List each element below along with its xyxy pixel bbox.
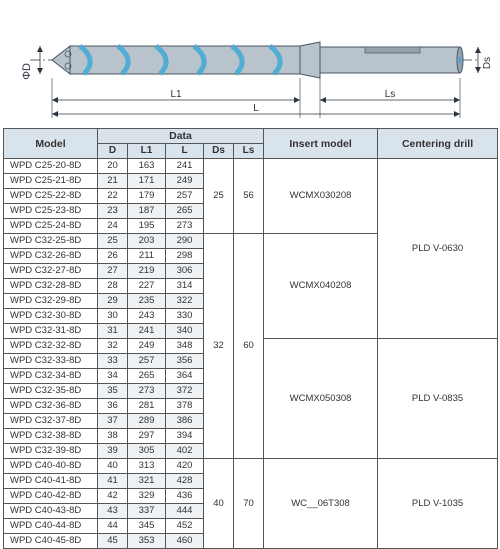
hdr-L1: L1: [128, 144, 166, 159]
svg-text:Ls: Ls: [385, 89, 396, 100]
hdr-Ds: Ds: [204, 144, 234, 159]
hdr-data: Data: [98, 129, 264, 144]
table-row: WPD C40-40-8D403134204070WC__06T308PLD V…: [4, 459, 498, 474]
svg-text:L: L: [253, 103, 259, 114]
table-row: WPD C25-20-8D201632412556WCMX030208PLD V…: [4, 159, 498, 174]
hdr-model: Model: [4, 129, 98, 159]
hdr-Ls: Ls: [234, 144, 264, 159]
hdr-L: L: [166, 144, 204, 159]
hdr-insert: Insert model: [264, 129, 378, 159]
svg-text:L1: L1: [170, 89, 182, 100]
svg-text:ΦD: ΦD: [21, 63, 33, 80]
spec-table: Model Data Insert model Centering drill …: [3, 128, 498, 549]
svg-text:Ds: Ds: [482, 57, 493, 69]
hdr-center: Centering drill: [378, 129, 498, 159]
drill-diagram: ΦD Ds L1 Ls L: [0, 0, 500, 128]
hdr-D: D: [98, 144, 128, 159]
